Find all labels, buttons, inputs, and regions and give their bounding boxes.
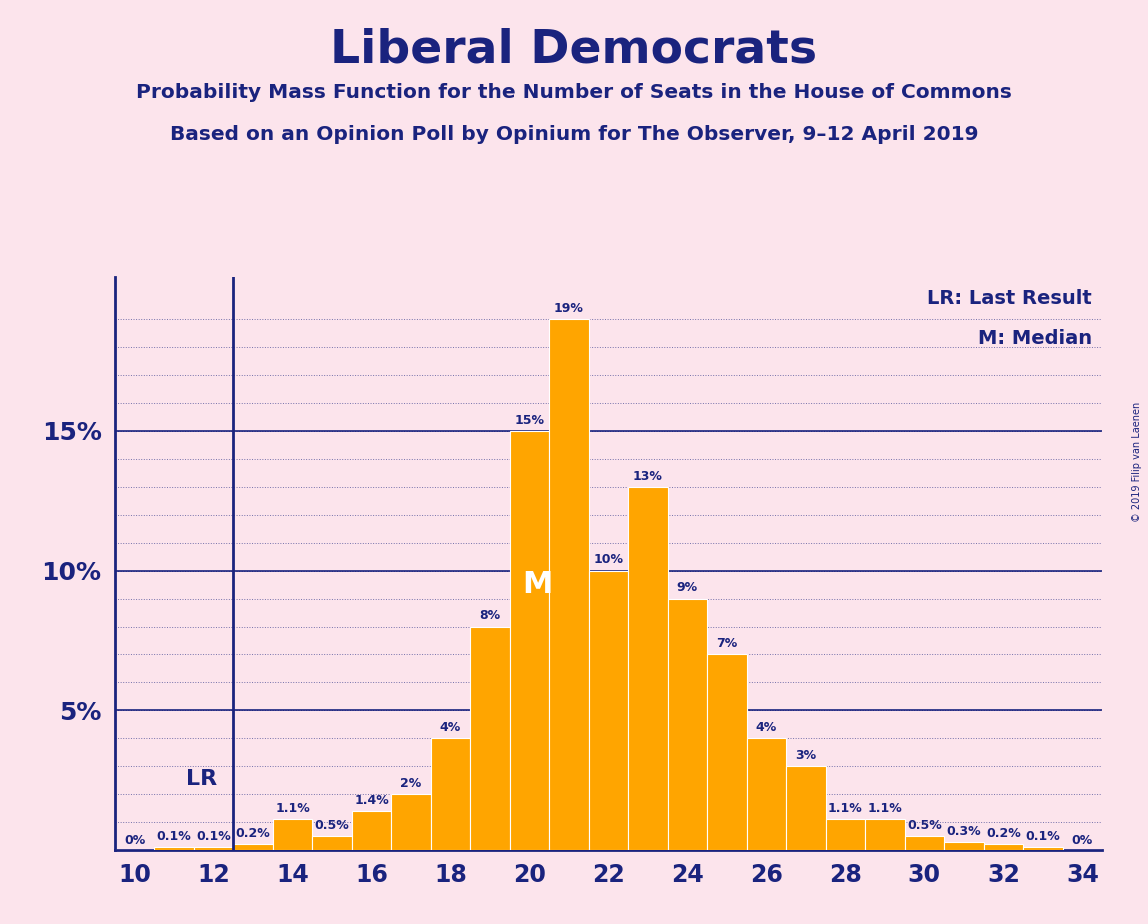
- Text: Based on an Opinion Poll by Opinium for The Observer, 9–12 April 2019: Based on an Opinion Poll by Opinium for …: [170, 125, 978, 144]
- Bar: [905, 836, 944, 850]
- Bar: [668, 599, 707, 850]
- Bar: [430, 738, 471, 850]
- Text: 0.2%: 0.2%: [986, 827, 1021, 840]
- Text: 0%: 0%: [124, 834, 145, 847]
- Bar: [233, 845, 273, 850]
- Text: 13%: 13%: [633, 469, 662, 482]
- Text: © 2019 Filip van Laenen: © 2019 Filip van Laenen: [1132, 402, 1142, 522]
- Bar: [549, 319, 589, 850]
- Bar: [154, 847, 194, 850]
- Bar: [786, 766, 825, 850]
- Bar: [391, 795, 430, 850]
- Text: 0.2%: 0.2%: [235, 827, 271, 840]
- Bar: [312, 836, 351, 850]
- Bar: [510, 431, 549, 850]
- Text: 4%: 4%: [440, 721, 461, 734]
- Text: 10%: 10%: [594, 553, 623, 566]
- Text: 0.1%: 0.1%: [1025, 830, 1061, 843]
- Text: Liberal Democrats: Liberal Democrats: [331, 28, 817, 73]
- Text: 7%: 7%: [716, 638, 737, 650]
- Text: 0.1%: 0.1%: [196, 830, 231, 843]
- Bar: [707, 654, 746, 850]
- Bar: [194, 847, 233, 850]
- Text: 4%: 4%: [755, 721, 777, 734]
- Text: 0.3%: 0.3%: [947, 824, 982, 837]
- Text: 0%: 0%: [1072, 834, 1093, 847]
- Text: 1.1%: 1.1%: [868, 802, 902, 815]
- Bar: [628, 487, 668, 850]
- Text: 1.1%: 1.1%: [828, 802, 863, 815]
- Text: 9%: 9%: [677, 581, 698, 594]
- Bar: [589, 571, 628, 850]
- Bar: [866, 820, 905, 850]
- Bar: [746, 738, 786, 850]
- Text: 15%: 15%: [514, 414, 544, 427]
- Bar: [984, 845, 1023, 850]
- Text: 19%: 19%: [554, 302, 584, 315]
- Text: 1.1%: 1.1%: [276, 802, 310, 815]
- Text: LR: Last Result: LR: Last Result: [928, 288, 1092, 308]
- Bar: [273, 820, 312, 850]
- Text: M: Median: M: Median: [978, 329, 1092, 347]
- Text: 0.5%: 0.5%: [315, 819, 349, 832]
- Text: 3%: 3%: [796, 749, 816, 762]
- Text: 2%: 2%: [401, 777, 421, 790]
- Text: Probability Mass Function for the Number of Seats in the House of Commons: Probability Mass Function for the Number…: [137, 83, 1011, 103]
- Text: 1.4%: 1.4%: [354, 794, 389, 807]
- Text: 0.5%: 0.5%: [907, 819, 941, 832]
- Text: M: M: [522, 570, 552, 599]
- Bar: [944, 842, 984, 850]
- Bar: [351, 811, 391, 850]
- Text: 0.1%: 0.1%: [156, 830, 192, 843]
- Bar: [1023, 847, 1063, 850]
- Bar: [471, 626, 510, 850]
- Text: LR: LR: [186, 769, 217, 788]
- Text: 8%: 8%: [480, 609, 501, 623]
- Bar: [825, 820, 866, 850]
